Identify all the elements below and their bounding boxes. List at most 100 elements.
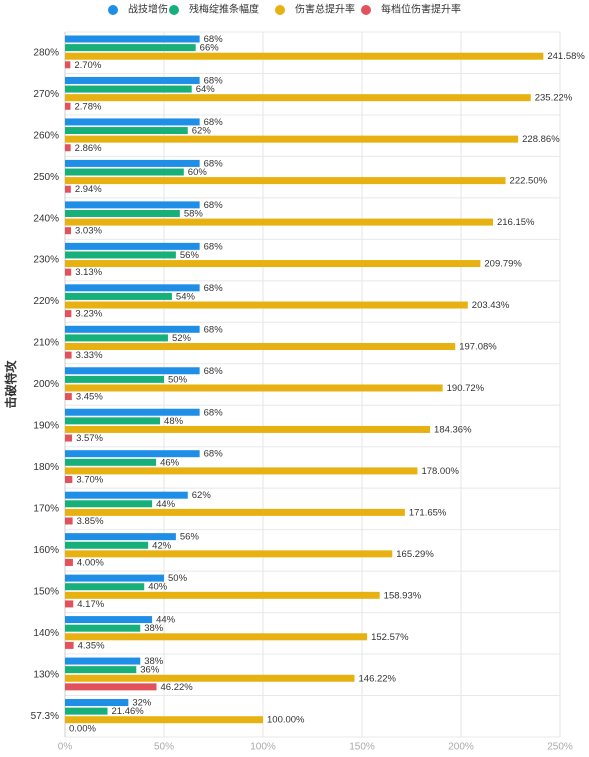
bar <box>65 135 519 143</box>
value-label: 3.70% <box>76 475 103 486</box>
bar <box>65 292 172 300</box>
bar <box>65 85 192 93</box>
bar <box>65 168 184 176</box>
value-label: 3.03% <box>75 226 102 237</box>
value-label: 44% <box>156 615 176 626</box>
value-label: 178.00% <box>421 466 459 477</box>
y-tick-label: 240% <box>33 213 59 224</box>
bar <box>65 185 71 193</box>
value-label: 64% <box>196 84 216 95</box>
legend-marker <box>169 5 179 15</box>
bar <box>65 683 157 691</box>
bar <box>65 558 73 566</box>
legend-label: 战技增伤 <box>128 3 168 16</box>
y-tick-label: 260% <box>33 130 59 141</box>
value-label: 171.65% <box>409 507 447 518</box>
value-label: 2.70% <box>74 60 101 71</box>
bar <box>65 260 481 268</box>
bar <box>65 666 137 674</box>
legend-label: 残梅绽推条幅度 <box>189 3 259 16</box>
x-tick-label: 250% <box>547 742 573 753</box>
y-tick-label: 170% <box>33 504 59 515</box>
value-label: 3.57% <box>76 433 103 444</box>
x-tick-label: 100% <box>250 742 276 753</box>
x-tick-label: 50% <box>154 742 174 753</box>
bar <box>65 450 200 458</box>
bar <box>65 334 168 342</box>
bar <box>65 533 176 541</box>
y-tick-label: 190% <box>33 421 59 432</box>
value-label: 58% <box>184 208 204 219</box>
y-tick-label: 150% <box>33 586 59 597</box>
value-label: 42% <box>152 540 172 551</box>
value-label: 68% <box>204 117 224 128</box>
value-label: 146.22% <box>359 673 397 684</box>
bar <box>65 52 544 60</box>
bar <box>65 434 73 442</box>
bar <box>65 425 431 433</box>
value-label: 38% <box>144 656 164 667</box>
value-label: 3.13% <box>75 267 102 278</box>
y-tick-label: 250% <box>33 172 59 183</box>
y-tick-label: 220% <box>33 296 59 307</box>
bar <box>65 600 74 608</box>
value-label: 4.00% <box>77 557 104 568</box>
bar <box>65 674 355 682</box>
bar <box>65 177 506 185</box>
bar <box>65 458 157 466</box>
value-label: 52% <box>172 333 192 344</box>
value-label: 36% <box>140 665 160 676</box>
y-tick-label: 140% <box>33 628 59 639</box>
bar <box>65 268 72 276</box>
x-tick-label: 200% <box>448 742 474 753</box>
bar <box>65 491 188 499</box>
bar <box>65 393 72 401</box>
value-label: 3.85% <box>77 516 104 527</box>
value-label: 54% <box>176 291 196 302</box>
value-label: 158.93% <box>384 590 422 601</box>
legend-marker <box>275 5 285 15</box>
bar <box>65 408 200 416</box>
bar <box>65 517 73 525</box>
bar <box>65 699 129 707</box>
value-label: 32% <box>132 698 152 709</box>
value-label: 68% <box>204 158 224 169</box>
legend-label: 伤害总提升率 <box>295 3 355 16</box>
y-axis-label: 击破特攻 <box>3 360 18 409</box>
bar <box>65 367 200 375</box>
bar <box>65 284 200 292</box>
value-label: 100.00% <box>267 715 305 726</box>
value-label: 50% <box>168 374 188 385</box>
y-tick-label: 210% <box>33 338 59 349</box>
value-label: 68% <box>204 324 224 335</box>
bar <box>65 384 443 392</box>
value-label: 21.46% <box>111 706 144 717</box>
value-label: 48% <box>164 416 184 427</box>
y-tick-label: 57.3% <box>31 711 59 722</box>
legend-marker <box>108 5 118 15</box>
value-label: 2.94% <box>75 184 102 195</box>
bar <box>65 467 418 475</box>
value-label: 68% <box>204 75 224 86</box>
bar <box>65 310 72 318</box>
bar <box>65 218 493 226</box>
bar <box>65 583 145 591</box>
value-label: 56% <box>180 250 200 261</box>
bar <box>65 159 200 167</box>
bar <box>65 476 73 484</box>
bar <box>65 227 71 235</box>
value-label: 62% <box>192 126 212 137</box>
value-label: 68% <box>204 283 224 294</box>
value-label: 66% <box>200 43 220 54</box>
bar <box>65 127 188 135</box>
bar <box>65 251 176 259</box>
value-label: 3.23% <box>75 309 102 320</box>
bar <box>65 94 531 102</box>
bar <box>65 591 380 599</box>
value-label: 197.08% <box>459 342 497 353</box>
value-label: 68% <box>204 200 224 211</box>
value-label: 68% <box>204 366 224 377</box>
bar <box>65 351 72 359</box>
bar <box>65 144 71 152</box>
value-label: 203.43% <box>472 300 510 311</box>
